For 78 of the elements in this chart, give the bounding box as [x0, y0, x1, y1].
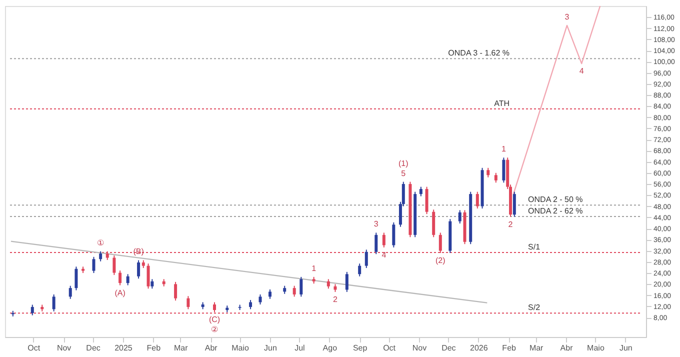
x-tick-label: 2026 — [470, 344, 488, 352]
annotation: 1 — [312, 264, 317, 273]
candlestick — [364, 249, 368, 269]
ref-line-label: S/1 — [528, 242, 541, 252]
candlestick — [118, 270, 122, 286]
annotation: (B) — [133, 247, 144, 256]
x-tick-label: Feb — [502, 344, 517, 352]
candlestick — [476, 191, 479, 209]
annotation: (C) — [208, 315, 220, 324]
ref-line-label: ATH — [494, 98, 510, 108]
candlestick — [512, 191, 516, 218]
x-tick-label: Feb — [146, 344, 162, 352]
candlestick — [419, 186, 422, 197]
candlestick — [292, 285, 296, 298]
candlestick — [326, 278, 330, 290]
ref-line-label: ONDA 2 - 50 % — [528, 195, 583, 204]
x-tick-label: 2025 — [114, 344, 133, 352]
annotation: (2) — [436, 256, 446, 265]
candlestick — [150, 278, 154, 290]
annotation: 2 — [508, 220, 514, 229]
candlestick — [68, 285, 72, 300]
candlestick — [374, 232, 378, 255]
candlestick — [358, 263, 362, 277]
x-tick-label: Maio — [587, 344, 605, 352]
candlestick — [345, 271, 348, 292]
candlestick — [502, 157, 506, 184]
candlestick — [52, 294, 56, 312]
candlestick — [186, 296, 190, 310]
candlestick — [382, 232, 386, 248]
candlestick — [146, 263, 150, 290]
x-tick-label: Sep — [352, 344, 368, 352]
candlestick — [99, 250, 102, 262]
candlestick — [174, 281, 178, 302]
candlestick — [268, 288, 272, 300]
candlestick — [258, 294, 262, 305]
candlestick — [425, 186, 428, 215]
candlestick — [494, 172, 498, 184]
candlestick — [137, 260, 140, 280]
annotation: 2 — [333, 294, 338, 304]
annotation: ① — [97, 238, 104, 248]
candlestick — [30, 304, 34, 316]
candlestick — [300, 276, 303, 298]
x-tick-label: Jul — [294, 344, 306, 352]
annotation: ② — [210, 325, 218, 334]
annotation: 4 — [579, 66, 584, 76]
annotation: 1 — [501, 144, 506, 154]
x-tick-label: Abr — [204, 344, 218, 352]
annotation: 3 — [374, 220, 379, 229]
x-tick-label: Abr — [560, 344, 574, 352]
candlestick — [249, 300, 252, 310]
ref-line-label: ONDA 3 - 1.62 % — [448, 48, 510, 58]
x-tick-label: Jun — [619, 344, 632, 352]
annotation: (1) — [398, 158, 409, 168]
x-tick-label: Mar — [529, 344, 544, 352]
x-tick-label: Oct — [28, 344, 41, 352]
candlestick — [126, 274, 130, 286]
x-tick-label: Mar — [174, 344, 188, 352]
x-tick-label: Nov — [56, 344, 72, 352]
candlestick — [458, 210, 462, 224]
annotation: 4 — [382, 250, 387, 260]
x-tick-label: Nov — [412, 344, 427, 352]
ref-line-label: S/2 — [528, 303, 541, 312]
candlestick — [92, 256, 96, 274]
x-tick-label: Ago — [322, 344, 338, 352]
x-tick-label: Oct — [383, 344, 396, 352]
x-tick-label: Maio — [232, 344, 250, 352]
candlestick — [486, 167, 490, 178]
x-tick-label: Jun — [264, 344, 277, 352]
annotation: 5 — [401, 168, 406, 178]
x-tick-label: Dec — [86, 344, 100, 352]
ref-line-label: ONDA 2 - 62 % — [528, 206, 583, 216]
candlestick — [432, 209, 436, 238]
annotation: 3 — [564, 12, 570, 22]
annotation: (A) — [114, 288, 126, 298]
candlestick — [392, 222, 396, 248]
candlestick — [112, 255, 116, 276]
candlestick — [74, 266, 78, 291]
x-tick-label: Dec — [442, 344, 456, 352]
